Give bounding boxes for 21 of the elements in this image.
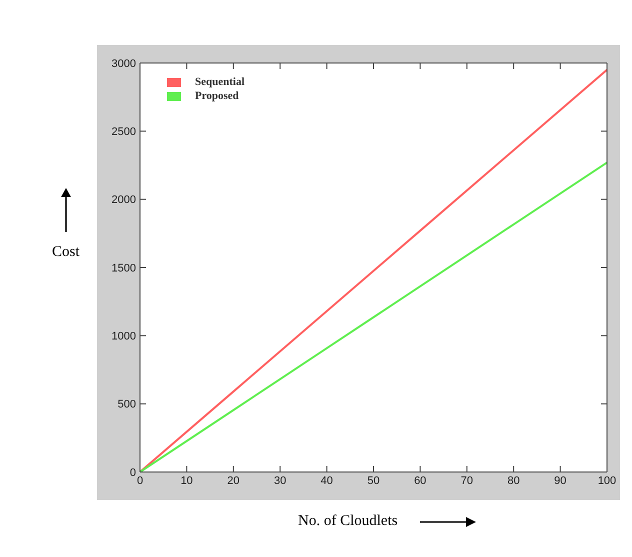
- x-tick-label: 60: [414, 474, 426, 487]
- legend-label: Proposed: [195, 90, 239, 102]
- x-tick-label: 80: [507, 474, 520, 487]
- y-tick-label: 1500: [112, 262, 136, 274]
- x-tick-label: 90: [554, 474, 566, 487]
- x-tick-label: 70: [460, 474, 474, 487]
- x-axis-title: No. of Cloudlets: [298, 513, 398, 530]
- y-tick-label: 2000: [112, 194, 136, 206]
- x-tick-label: 100: [598, 474, 616, 487]
- x-tick-label: 30: [274, 474, 286, 487]
- y-tick-label: 2500: [112, 126, 136, 138]
- x-tick-label: 50: [367, 474, 380, 487]
- x-tick-label: 10: [180, 474, 193, 487]
- x-tick-label: 20: [227, 474, 240, 487]
- y-tick-label: 3000: [112, 58, 136, 70]
- y-tick-label: 1000: [112, 330, 136, 343]
- x-tick-label: 40: [320, 474, 333, 487]
- y-tick-label: 0: [130, 466, 136, 479]
- y-axis-title: Cost: [52, 244, 80, 261]
- y-tick-label: 500: [118, 398, 136, 411]
- legend-label: Sequential: [195, 76, 245, 88]
